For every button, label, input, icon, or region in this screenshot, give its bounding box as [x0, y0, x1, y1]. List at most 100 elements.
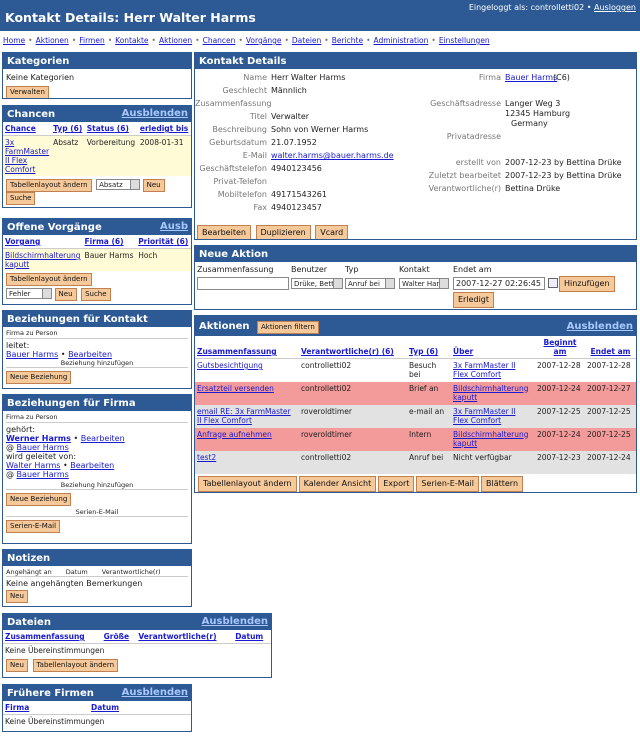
filter-actions-button[interactable]: Aktionen filtern [256, 321, 319, 334]
person-link[interactable]: Werner Harms [6, 434, 71, 443]
edit-link[interactable]: Bearbeiten [68, 350, 113, 359]
summary-input[interactable] [197, 277, 289, 290]
col-datum[interactable]: Datum [89, 701, 191, 715]
search-button[interactable]: Suche [6, 192, 36, 205]
nav-link[interactable]: Kontakte [115, 36, 149, 45]
cell-value: Brief an [409, 383, 439, 393]
calendar-icon[interactable] [548, 278, 558, 288]
col-chance[interactable]: Chance [3, 122, 52, 136]
table-layout-button[interactable]: Tabellenlayout ändern [6, 179, 92, 192]
col-beginnt[interactable]: Beginnt am [535, 336, 585, 359]
nav-link[interactable]: Chancen [202, 36, 236, 45]
edit-button[interactable]: Bearbeiten [197, 225, 251, 239]
company-link[interactable]: Bauer Harms [505, 73, 558, 82]
logout-link[interactable]: Ausloggen [594, 3, 636, 12]
type-select[interactable]: Anruf bei [345, 278, 395, 289]
firma-link[interactable]: Bauer Harms [16, 443, 69, 452]
col-ueber[interactable]: Über [451, 336, 535, 359]
col-status[interactable]: Status (6) [84, 122, 138, 136]
subject-link[interactable]: Bildschirmhalterung kaputt [453, 429, 529, 448]
action-link[interactable]: email RE: 3x FarmMaster II Flex Comfort [197, 406, 291, 425]
aktionen-toolbar-button[interactable]: Kalender Ansicht [298, 475, 377, 492]
new-button[interactable]: Neu [6, 659, 28, 672]
nav-link[interactable]: Aktionen [35, 36, 69, 45]
field-value: Verwalter [271, 112, 310, 121]
action-link[interactable]: Ersatzteil versenden [197, 383, 274, 393]
user-select[interactable]: Drüke, Bett [291, 278, 343, 289]
table-layout-button[interactable]: Tabellenlayout ändern [32, 659, 119, 672]
col-vorgang[interactable]: Vorgang [3, 235, 83, 249]
nav-link[interactable]: Vorgänge [245, 36, 282, 45]
nav-link[interactable]: Home [3, 36, 26, 45]
nav-link[interactable]: Firmen [79, 36, 105, 45]
firma-link[interactable]: Bauer Harms [6, 350, 59, 359]
col-firma[interactable]: Firma (6) [82, 235, 137, 249]
field-value: Sohn von Werner Harms [271, 125, 369, 134]
col-zusammenfassung[interactable]: Zusammenfassung [3, 630, 102, 644]
new-relation-button[interactable]: Neue Beziehung [6, 493, 72, 506]
duplicate-button[interactable]: Duplizieren [255, 225, 311, 239]
col-typ[interactable]: Typ (6) [51, 122, 85, 136]
vcard-button[interactable]: Vcard [315, 225, 349, 239]
vorgang-link[interactable]: Bildschirmhalterung kaputt [5, 251, 81, 269]
col-prioritaet[interactable]: Priorität (6) [136, 235, 191, 249]
done-button[interactable]: Erledigt [453, 292, 495, 308]
nav-link[interactable]: Berichte [331, 36, 364, 45]
new-button[interactable]: Neu [142, 179, 165, 192]
aktionen-toolbar-button[interactable]: Serien-E-Mail [416, 475, 479, 492]
col-firma[interactable]: Firma [3, 701, 89, 715]
nav-link[interactable]: Dateien [291, 36, 322, 45]
panel-kontakt-details: Kontakt Details Name Herr Walter Harms Ges… [194, 52, 637, 240]
new-button[interactable]: Neu [54, 288, 77, 301]
aktionen-toolbar-button[interactable]: Export [378, 475, 415, 492]
cell-value: 2007-12-27 [587, 383, 631, 393]
col-datum[interactable]: Datum [233, 630, 271, 644]
subject-link[interactable]: Bildschirmhalterung kaputt [453, 383, 529, 402]
nav-link[interactable]: Einstellungen [438, 36, 490, 45]
contact-select[interactable]: Walter Han [399, 278, 449, 289]
cell-value: controlletti02 [301, 383, 352, 393]
hide-link[interactable]: Ausblenden [566, 321, 633, 332]
new-relation-button[interactable]: Neue Beziehung [6, 371, 72, 384]
main-nav: Home • Aktionen • Firmen • Kontakte • Aktionen • C… [3, 36, 490, 45]
chance-link[interactable]: 3x FarmMaster II Flex Comfort [5, 138, 50, 174]
hide-link[interactable]: Ausblenden [121, 108, 188, 119]
table-row: 3x FarmMaster II Flex Comfort Absatz Vor… [3, 135, 191, 176]
new-note-button[interactable]: Neu [6, 590, 28, 603]
serial-email-button[interactable]: Serien-E-Mail [6, 520, 61, 533]
aktionen-toolbar-button[interactable]: Tabellenlayout ändern [198, 475, 297, 492]
action-link[interactable]: Anfrage aufnehmen [197, 429, 272, 439]
field-value: 21.07.1952 [271, 138, 317, 147]
hide-link[interactable]: Ausblenden [201, 616, 268, 627]
edit-link[interactable]: Bearbeiten [70, 461, 115, 470]
email-link[interactable]: walter.harms@bauer.harms.de [271, 151, 394, 160]
col-zusammenfassung[interactable]: Zusammenfassung [195, 336, 299, 359]
edit-link[interactable]: Bearbeiten [80, 434, 125, 443]
col-typ[interactable]: Typ (6) [407, 336, 451, 359]
col-groesse[interactable]: Größe [101, 630, 137, 644]
subject-link[interactable]: 3x FarmMaster II Flex Comfort [453, 361, 516, 379]
col-verantwortlich[interactable]: Verantwortliche(r) [136, 630, 234, 644]
action-link[interactable]: Gutsbesichtigung [197, 361, 263, 370]
hide-link[interactable]: Ausb [160, 221, 188, 232]
manage-categories-button[interactable]: Verwalten [6, 86, 49, 98]
search-button[interactable]: Suche [81, 288, 111, 301]
end-date-input[interactable]: 2007-12-27 02:26:45 [453, 277, 545, 290]
action-link[interactable]: test2 [197, 452, 217, 462]
cell-value: Anruf bei [409, 452, 444, 462]
firma-link[interactable]: Bauer Harms [16, 470, 69, 479]
add-button[interactable]: Hinzufügen [559, 276, 615, 292]
vorgang-type-select[interactable]: Fehler [6, 288, 52, 299]
aktionen-toolbar-button[interactable]: Blättern [480, 475, 524, 492]
col-verantwortlich[interactable]: Verantwortliche(r) (6) [299, 336, 407, 359]
col-erledigt[interactable]: erledigt bis [137, 122, 191, 136]
chance-type-select[interactable]: Absatz [96, 179, 141, 190]
nav-link[interactable]: Administration [373, 36, 429, 45]
nav-link[interactable]: Aktionen [158, 36, 193, 45]
login-status: Eingeloggt als: controlletti02 • Auslogg… [468, 3, 636, 12]
subject-link[interactable]: 3x FarmMaster II Flex Comfort [453, 406, 516, 425]
col-endet[interactable]: Endet am [585, 336, 636, 359]
hide-link[interactable]: Ausblenden [121, 687, 188, 698]
table-layout-button[interactable]: Tabellenlayout ändern [6, 273, 92, 286]
person-link[interactable]: Walter Harms [6, 461, 61, 470]
